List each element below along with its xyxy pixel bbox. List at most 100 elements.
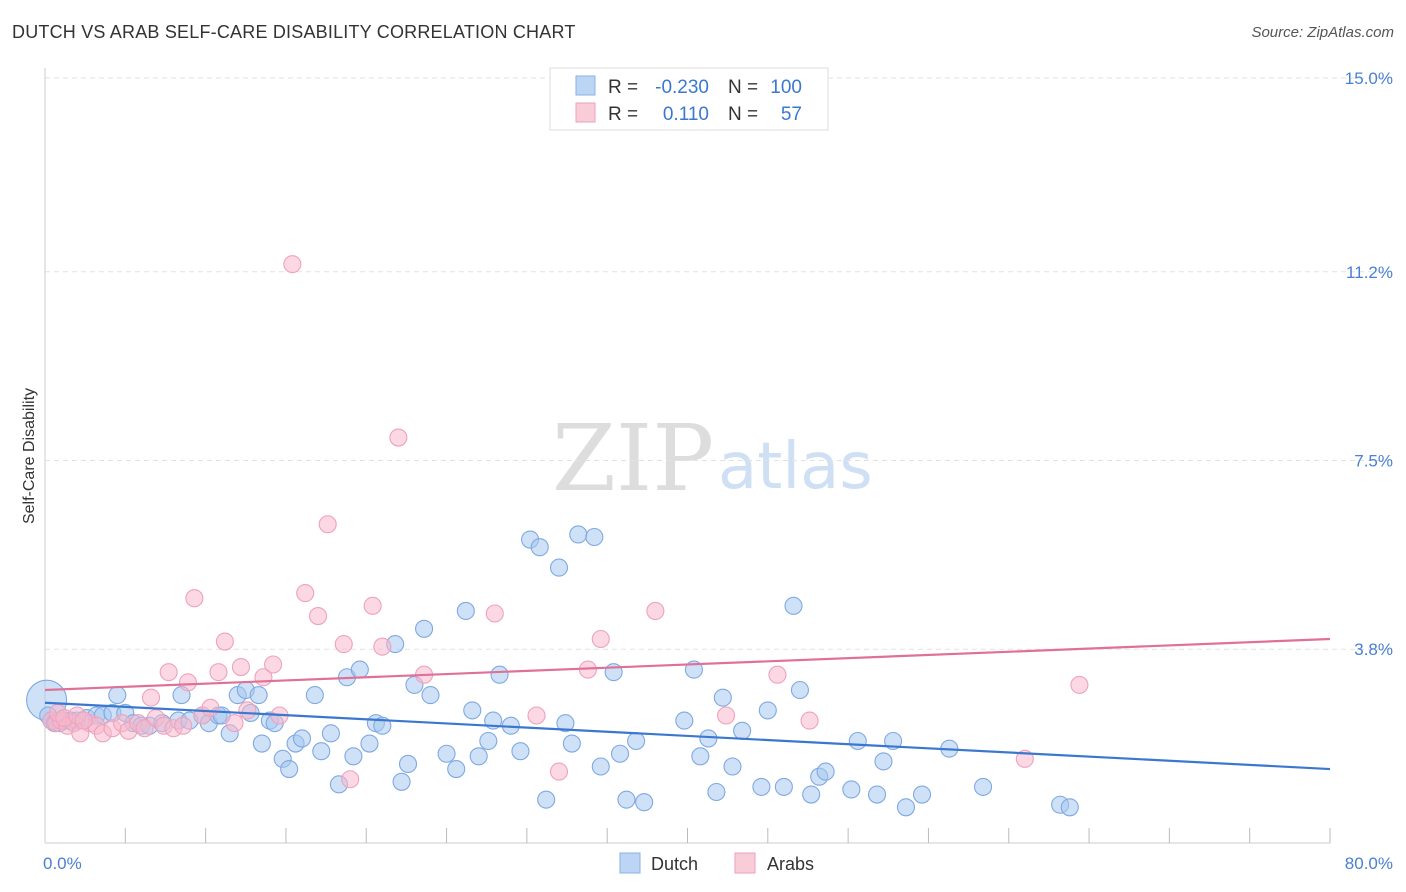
dutch-point-48 bbox=[392, 772, 411, 791]
dutch-point-73 bbox=[610, 744, 630, 763]
dutch-point-81 bbox=[707, 782, 726, 802]
x-tick-label-0: 0.0% bbox=[43, 854, 82, 873]
dutch-point-36 bbox=[292, 729, 312, 748]
dutch-point-58 bbox=[479, 731, 498, 751]
dutch-point-99 bbox=[912, 785, 932, 804]
arabs-point-17 bbox=[159, 663, 178, 682]
dutch-point-93 bbox=[842, 780, 861, 799]
source-label: Source: ZipAtlas.com bbox=[1251, 24, 1394, 41]
y-tick-label-0: 3.8% bbox=[1354, 640, 1393, 659]
dutch-point-56 bbox=[463, 701, 482, 720]
arabs-point-50 bbox=[800, 711, 819, 730]
dutch-point-43 bbox=[350, 660, 369, 679]
arabs-point-23 bbox=[201, 698, 220, 717]
dutch-trend-line bbox=[44, 701, 1331, 771]
arabs-point-38 bbox=[363, 596, 382, 615]
legend-r-value-arabs: 0.110 bbox=[663, 104, 709, 125]
arabs-point-40 bbox=[389, 428, 408, 447]
arabs-point-24 bbox=[209, 663, 228, 682]
legend-r-label-arabs: R = bbox=[608, 104, 638, 125]
dutch-point-75 bbox=[627, 731, 646, 751]
chart-title: DUTCH VS ARAB SELF-CARE DISABILITY CORRE… bbox=[12, 22, 576, 42]
x-tick-labels: 0.0% 80.0% bbox=[43, 854, 1393, 873]
dutch-point-79 bbox=[691, 747, 710, 766]
arabs-point-46 bbox=[591, 629, 610, 649]
dutch-point-98 bbox=[896, 798, 916, 817]
arabs-point-27 bbox=[231, 657, 251, 677]
dutch-point-74 bbox=[617, 790, 636, 809]
arabs-point-48 bbox=[716, 706, 736, 725]
arabs-point-14 bbox=[141, 688, 161, 707]
y-tick-label-3: 15.0% bbox=[1345, 69, 1393, 88]
dutch-point-60 bbox=[490, 665, 509, 684]
legend-r-value-dutch: -0.230 bbox=[655, 77, 709, 98]
watermark-atlas: atlas bbox=[718, 430, 873, 504]
dutch-point-53 bbox=[437, 744, 456, 763]
dutch-point-29 bbox=[249, 686, 268, 705]
bottom-legend: Dutch Arabs bbox=[619, 852, 814, 874]
bottom-legend-swatch-arabs bbox=[734, 852, 756, 874]
dutch-point-90 bbox=[802, 785, 821, 804]
dutch-point-88 bbox=[784, 596, 803, 615]
x-ticks bbox=[124, 828, 1331, 843]
dutch-point-69 bbox=[569, 525, 588, 544]
arabs-point-34 bbox=[309, 606, 328, 626]
legend-swatch-dutch bbox=[575, 75, 596, 96]
arabs-point-44 bbox=[549, 762, 569, 781]
legend-n-label-arabs: N = bbox=[728, 104, 758, 125]
dutch-point-12 bbox=[108, 686, 127, 705]
dutch-point-54 bbox=[447, 759, 466, 779]
bottom-legend-label-arabs: Arabs bbox=[767, 854, 814, 874]
arabs-point-49 bbox=[768, 665, 787, 684]
arabs-point-52 bbox=[1070, 675, 1089, 694]
legend-r-label-dutch: R = bbox=[608, 77, 638, 98]
arabs-point-25 bbox=[215, 632, 234, 651]
dutch-point-55 bbox=[456, 601, 475, 621]
arabs-point-42 bbox=[485, 604, 504, 623]
legend-n-value-arabs: 57 bbox=[781, 104, 802, 125]
dutch-point-89 bbox=[790, 680, 809, 700]
legend: R = -0.230 N = 100 R = 0.110 N = 57 bbox=[549, 67, 829, 131]
dutch-point-71 bbox=[591, 757, 610, 776]
dutch-point-34 bbox=[280, 759, 299, 779]
dutch-point-68 bbox=[562, 734, 581, 753]
watermark-zip: ZIP bbox=[552, 405, 714, 512]
dutch-point-92 bbox=[816, 762, 835, 781]
dutch-point-85 bbox=[752, 777, 771, 796]
dutch-point-38 bbox=[312, 742, 331, 761]
dutch-point-84 bbox=[733, 721, 752, 740]
dutch-point-94 bbox=[848, 731, 867, 751]
dutch-point-76 bbox=[635, 793, 654, 812]
dutch-point-44 bbox=[360, 734, 379, 753]
x-tick-label-1: 80.0% bbox=[1345, 854, 1393, 873]
arabs-point-39 bbox=[373, 637, 392, 656]
legend-n-label-dutch: N = bbox=[728, 77, 758, 98]
arabs-point-13 bbox=[135, 719, 154, 738]
arabs-point-26 bbox=[225, 714, 244, 733]
bottom-legend-label-dutch: Dutch bbox=[651, 854, 698, 874]
dutch-point-65 bbox=[537, 790, 556, 809]
dutch-point-70 bbox=[585, 527, 604, 547]
arabs-point-21 bbox=[185, 589, 204, 608]
bottom-legend-swatch-dutch bbox=[619, 852, 641, 874]
arabs-point-28 bbox=[238, 701, 257, 720]
arabs-point-35 bbox=[318, 515, 337, 534]
dutch-point-66 bbox=[549, 558, 569, 577]
dutch-point-42 bbox=[344, 747, 363, 766]
dutch-point-52 bbox=[421, 686, 440, 705]
dutch-point-86 bbox=[758, 701, 777, 720]
dutch-point-83 bbox=[723, 757, 742, 776]
dutch-point-51 bbox=[415, 619, 434, 638]
dutch-point-64 bbox=[530, 538, 549, 557]
gridlines bbox=[45, 77, 1392, 650]
y-tick-label-2: 11.2% bbox=[1346, 263, 1393, 282]
dutch-point-82 bbox=[713, 688, 732, 707]
legend-swatch-arabs bbox=[575, 102, 596, 123]
arabs-point-56 bbox=[74, 711, 93, 730]
dutch-point-101 bbox=[973, 777, 993, 796]
y-tick-labels: 3.8% 7.5% 11.2% 15.0% bbox=[1345, 69, 1393, 659]
arabs-point-30 bbox=[264, 655, 283, 674]
dutch-point-49 bbox=[398, 754, 418, 774]
dutch-point-87 bbox=[774, 777, 793, 796]
arabs-point-20 bbox=[178, 673, 198, 692]
